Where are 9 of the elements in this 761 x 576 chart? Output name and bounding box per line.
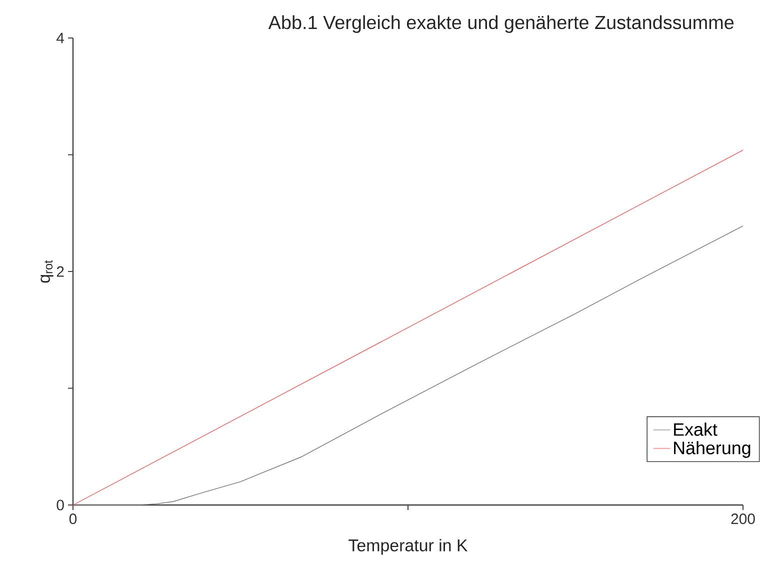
chart-title: Abb.1 Vergleich exakte und genäherte Zustandssumme — [268, 15, 734, 33]
legend-label: Exakt — [674, 422, 718, 436]
y-axis-title: q$_{rot}$ — [40, 260, 54, 283]
x-tick-label: 200 — [731, 514, 755, 524]
y-tick-label: 4 — [56, 32, 64, 44]
legend-label: Näherung — [674, 441, 750, 458]
y-tick-label: 0 — [56, 500, 64, 510]
x-axis-title: Temperatur in K — [348, 538, 468, 555]
y-tick-label: 2 — [56, 266, 64, 277]
